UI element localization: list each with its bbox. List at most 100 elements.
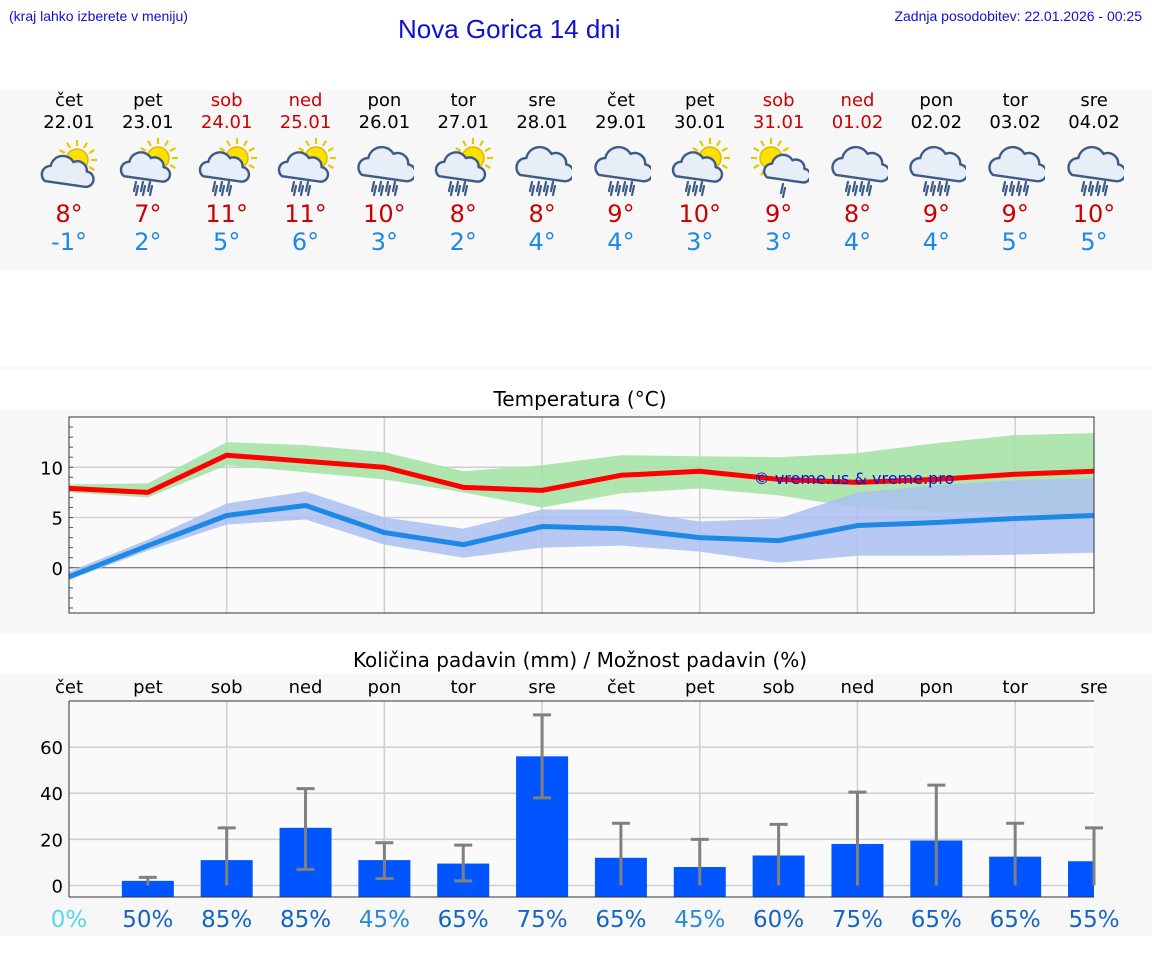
- temp-max: 10°: [1072, 200, 1116, 228]
- day-column: sre 04.02 10° 5°: [1055, 90, 1134, 256]
- precip-probability: 75%: [517, 907, 568, 933]
- y-tick-label: 0: [52, 876, 63, 897]
- temperature-chart: 0 5 10 © vreme.us & vreme.pro: [40, 416, 1095, 614]
- x-tick-label: tor: [1002, 677, 1028, 698]
- day-date: 26.01: [358, 112, 411, 133]
- error-bar: [848, 790, 867, 886]
- temp-min: 3°: [765, 228, 793, 256]
- temp-max: 8°: [449, 200, 477, 228]
- day-column: čet 29.01 9° 4°: [581, 90, 660, 256]
- cloud-rain-icon: [830, 145, 888, 197]
- day-column: sob 24.01 11° 5°: [187, 90, 266, 256]
- x-tick-label: sre: [1080, 677, 1107, 698]
- temp-min: 4°: [528, 228, 556, 256]
- day-date: 22.01: [43, 112, 95, 133]
- cloud-rain-icon: [515, 145, 573, 197]
- temp-min: 6°: [291, 228, 320, 256]
- precip-probability: 55%: [1068, 907, 1119, 933]
- precip-probability: 65%: [438, 907, 489, 933]
- day-name: ned: [840, 90, 875, 111]
- last-update: Zadnja posodobitev: 22.01.2026 - 00:25: [894, 8, 1142, 24]
- temp-max: 9°: [1001, 200, 1029, 228]
- day-name: tor: [1002, 90, 1028, 111]
- temp-max: 9°: [607, 200, 635, 228]
- day-name: pet: [685, 90, 715, 111]
- x-tick-label: pet: [133, 677, 163, 698]
- day-name: pon: [367, 90, 402, 111]
- x-tick-label: pon: [367, 677, 401, 698]
- precip-probability: 85%: [280, 907, 331, 933]
- temp-min: 2°: [134, 228, 162, 256]
- precip-probability: 65%: [990, 907, 1041, 933]
- y-tick-label: 5: [52, 509, 63, 530]
- page-title: Nova Gorica 14 dni: [398, 14, 621, 44]
- day-name: čet: [54, 90, 84, 111]
- temp-max: 7°: [134, 200, 162, 228]
- error-bar: [1006, 821, 1025, 886]
- day-column: ned 25.01 11° 6°: [266, 90, 345, 256]
- temp-max: 9°: [922, 200, 950, 228]
- temp-max: 10°: [363, 200, 406, 228]
- cloud-rain-icon: [594, 145, 651, 197]
- day-name: pon: [919, 90, 954, 111]
- y-tick-label: 10: [40, 458, 63, 479]
- temp-min: 4°: [922, 228, 950, 256]
- x-tick-label: sre: [528, 677, 555, 698]
- daily-forecast: čet 22.01 8° -1° pet 23.01 7° 2° sob 24.01 11° 5° ne…: [0, 90, 1152, 270]
- error-bar: [533, 713, 552, 800]
- cloud-rain-icon: [909, 145, 967, 197]
- precip-chart-title: Količina padavin (mm) / Možnost padavin …: [352, 648, 808, 672]
- cloud-rain-icon: [988, 145, 1046, 197]
- day-name: sob: [210, 90, 243, 111]
- day-name: ned: [288, 90, 323, 111]
- day-date: 25.01: [279, 112, 332, 133]
- temp-min: 5°: [1001, 228, 1029, 256]
- error-bar: [1085, 826, 1103, 886]
- day-date: 28.01: [516, 112, 568, 133]
- precip-bar: [1068, 861, 1094, 897]
- max-temp-line: [68, 452, 1095, 495]
- temp-max: 11°: [284, 200, 327, 228]
- day-date: 24.01: [200, 112, 253, 133]
- temp-min: 4°: [843, 228, 872, 256]
- sun-cloud-light-rain-icon: [750, 138, 809, 198]
- x-tick-label: sob: [763, 677, 795, 698]
- day-date: 31.01: [752, 112, 805, 133]
- min-temp-line: [68, 502, 1095, 580]
- error-bar: [454, 843, 473, 883]
- temperature-chart-title: Temperatura (°C): [493, 387, 667, 411]
- y-tick-label: 0: [52, 559, 63, 580]
- precip-probability: 65%: [595, 907, 646, 933]
- error-bar: [611, 821, 630, 886]
- x-tick-label: ned: [289, 677, 323, 698]
- temp-min: 5°: [213, 228, 241, 256]
- day-column: sob 31.01 9° 3°: [739, 90, 818, 256]
- x-tick-label: čet: [55, 677, 83, 698]
- day-date: 01.02: [831, 112, 884, 133]
- day-name: sre: [1080, 90, 1108, 111]
- error-bar: [690, 837, 709, 886]
- day-column: pet 23.01 7° 2°: [108, 90, 187, 256]
- sun-cloud-rain-icon: [277, 138, 336, 197]
- temp-max: 8°: [55, 200, 83, 228]
- temp-max: 8°: [843, 200, 872, 228]
- day-date: 27.01: [437, 112, 490, 133]
- location-hint[interactable]: (kraj lahko izberete v meniju): [9, 8, 188, 24]
- error-bar: [375, 841, 394, 881]
- error-bar: [138, 875, 157, 886]
- day-column: tor 03.02 9° 5°: [976, 90, 1055, 256]
- error-bar: [927, 783, 946, 886]
- plot-frame: [68, 416, 1095, 614]
- day-date: 29.01: [595, 112, 647, 133]
- max-range-band: [69, 433, 1094, 516]
- day-date: 03.02: [989, 112, 1041, 133]
- day-name: sre: [528, 90, 556, 111]
- temp-max: 11°: [205, 200, 248, 228]
- temp-max: 10°: [678, 200, 722, 228]
- day-column: pon 26.01 10° 3°: [345, 90, 424, 256]
- precip-probability: 45%: [674, 907, 725, 933]
- day-date: 02.02: [910, 112, 963, 133]
- day-name: sob: [762, 90, 795, 111]
- day-date: 04.02: [1068, 112, 1120, 133]
- temp-min: 3°: [370, 228, 399, 256]
